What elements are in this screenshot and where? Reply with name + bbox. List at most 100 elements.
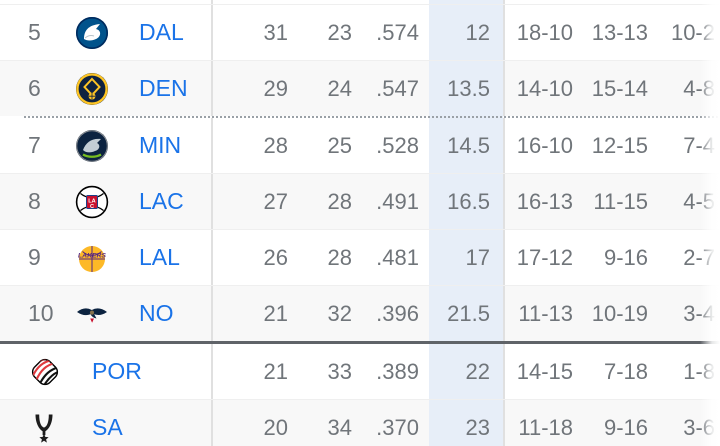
stat-div-record: 1-8 bbox=[683, 358, 715, 384]
stat-win-pct: .396 bbox=[376, 300, 419, 326]
playoff-cutoff-solid-line bbox=[0, 341, 720, 344]
stat-win-pct: .574 bbox=[376, 19, 419, 45]
standings-rows: 5 DAL 31 23 .574 12 18-10 13-13 10-2 6 D… bbox=[0, 5, 720, 446]
stat-home-record: 16-10 bbox=[516, 132, 573, 158]
team-cell: POR bbox=[0, 344, 213, 399]
stat-win-pct: .389 bbox=[376, 358, 419, 384]
portland-trail-blazers-logo-icon bbox=[28, 355, 62, 389]
stat-losses: 25 bbox=[327, 132, 352, 158]
stat-losses: 28 bbox=[327, 244, 352, 270]
stat-losses: 32 bbox=[327, 300, 352, 326]
stat-games-behind: 17 bbox=[429, 230, 505, 285]
stat-games-behind: 13.5 bbox=[429, 61, 505, 116]
la-clippers-logo-icon: LA C bbox=[75, 185, 109, 219]
svg-text:LAKERS: LAKERS bbox=[78, 252, 106, 259]
minnesota-timberwolves-logo-icon bbox=[75, 129, 109, 163]
dallas-mavericks-logo-icon bbox=[75, 16, 109, 50]
stat-losses: 33 bbox=[327, 358, 352, 384]
standings-row: 7 MIN 28 25 .528 14.5 16-10 12-15 7-4 bbox=[0, 118, 720, 174]
stat-games-behind: 22 bbox=[429, 344, 505, 399]
stat-wins: 26 bbox=[263, 244, 288, 270]
stat-div-record: 3-6 bbox=[683, 414, 715, 440]
stat-away-record: 9-16 bbox=[603, 244, 648, 270]
team-link[interactable]: SA bbox=[92, 414, 123, 440]
play-in-cutoff-dotted-line bbox=[0, 116, 720, 118]
standings-row: 8 LA C LAC 27 28 .491 16.5 16-13 11-15 4-… bbox=[0, 174, 720, 230]
stat-away-record: 9-16 bbox=[603, 414, 648, 440]
team-rank: 5 bbox=[28, 19, 41, 45]
stat-losses: 23 bbox=[327, 19, 352, 45]
stat-wins: 31 bbox=[263, 19, 288, 45]
stat-games-behind: 21.5 bbox=[429, 286, 505, 341]
stat-wins: 20 bbox=[263, 414, 288, 440]
stat-home-record: 14-10 bbox=[516, 75, 573, 101]
team-link[interactable]: POR bbox=[92, 358, 142, 384]
stat-wins: 21 bbox=[263, 358, 288, 384]
team-link[interactable]: LAC bbox=[139, 188, 184, 214]
stat-losses: 24 bbox=[327, 75, 352, 101]
san-antonio-spurs-logo-icon bbox=[28, 411, 62, 445]
standings-row: 10 NO 21 32 .396 21.5 11-13 10-19 3-4 bbox=[0, 286, 720, 341]
stat-home-record: 17-12 bbox=[516, 244, 573, 270]
standings-row: POR 21 33 .389 22 14-15 7-18 1-8 bbox=[0, 344, 720, 400]
stat-div-record: 2-7 bbox=[683, 244, 715, 270]
team-cell: 6 DEN bbox=[0, 61, 213, 116]
los-angeles-lakers-logo-icon: LAKERS bbox=[75, 241, 109, 275]
stat-away-record: 12-15 bbox=[591, 132, 648, 158]
stat-home-record: 16-13 bbox=[516, 188, 573, 214]
stat-games-behind: 23 bbox=[429, 400, 505, 446]
team-cell: 10 NO bbox=[0, 286, 213, 341]
stat-games-behind: 12 bbox=[429, 5, 505, 60]
team-rank: 7 bbox=[28, 132, 41, 158]
team-link[interactable]: LAL bbox=[139, 244, 180, 270]
team-link[interactable]: NO bbox=[139, 300, 174, 326]
team-link[interactable]: DEN bbox=[139, 75, 188, 101]
stat-losses: 28 bbox=[327, 188, 352, 214]
partial-row-top bbox=[0, 0, 720, 5]
new-orleans-pelicans-logo-icon bbox=[75, 297, 109, 331]
stat-games-behind: 16.5 bbox=[429, 174, 505, 229]
svg-text:C: C bbox=[90, 203, 94, 209]
stat-home-record: 11-13 bbox=[518, 300, 573, 326]
stat-win-pct: .370 bbox=[376, 414, 419, 440]
stat-wins: 28 bbox=[263, 132, 288, 158]
team-cell: 7 MIN bbox=[0, 118, 213, 173]
stat-losses: 34 bbox=[327, 414, 352, 440]
team-rank: 8 bbox=[28, 188, 41, 214]
stat-div-record: 4-5 bbox=[683, 188, 715, 214]
team-link[interactable]: DAL bbox=[139, 19, 184, 45]
stat-wins: 27 bbox=[263, 188, 288, 214]
stat-win-pct: .547 bbox=[376, 75, 419, 101]
team-cell: SA bbox=[0, 400, 213, 446]
team-cell: 8 LA C LAC bbox=[0, 174, 213, 229]
team-rank: 10 bbox=[28, 300, 54, 326]
team-rank: 6 bbox=[28, 75, 41, 101]
stat-away-record: 15-14 bbox=[591, 75, 648, 101]
stat-win-pct: .491 bbox=[376, 188, 419, 214]
standings-row: 5 DAL 31 23 .574 12 18-10 13-13 10-2 bbox=[0, 5, 720, 61]
stat-games-behind: 14.5 bbox=[429, 118, 505, 173]
team-cell: 5 DAL bbox=[0, 5, 213, 60]
standings-row: SA 20 34 .370 23 11-18 9-16 3-6 bbox=[0, 400, 720, 446]
stat-home-record: 18-10 bbox=[516, 19, 573, 45]
standings-row: 9 LAKERS LAL 26 28 .481 17 17-12 9-16 2-… bbox=[0, 230, 720, 286]
team-link[interactable]: MIN bbox=[139, 132, 182, 158]
stat-win-pct: .528 bbox=[376, 132, 419, 158]
stat-div-record: 10-2 bbox=[670, 19, 715, 45]
team-rank: 9 bbox=[28, 244, 41, 270]
stat-div-record: 7-4 bbox=[683, 132, 715, 158]
svg-text:LA: LA bbox=[88, 198, 95, 204]
stat-away-record: 7-18 bbox=[603, 358, 648, 384]
stat-away-record: 13-13 bbox=[591, 19, 648, 45]
stat-wins: 21 bbox=[263, 300, 288, 326]
standings-row: 6 DEN 29 24 .547 13.5 14-10 15-14 4-8 bbox=[0, 61, 720, 116]
stat-home-record: 11-18 bbox=[518, 414, 573, 440]
stat-win-pct: .481 bbox=[376, 244, 419, 270]
team-cell bbox=[0, 0, 213, 4]
stat-away-record: 11-15 bbox=[593, 188, 648, 214]
stat-wins: 29 bbox=[263, 75, 288, 101]
stat-div-record: 4-8 bbox=[683, 75, 715, 101]
team-cell: 9 LAKERS LAL bbox=[0, 230, 213, 285]
denver-nuggets-logo-icon bbox=[75, 72, 109, 106]
